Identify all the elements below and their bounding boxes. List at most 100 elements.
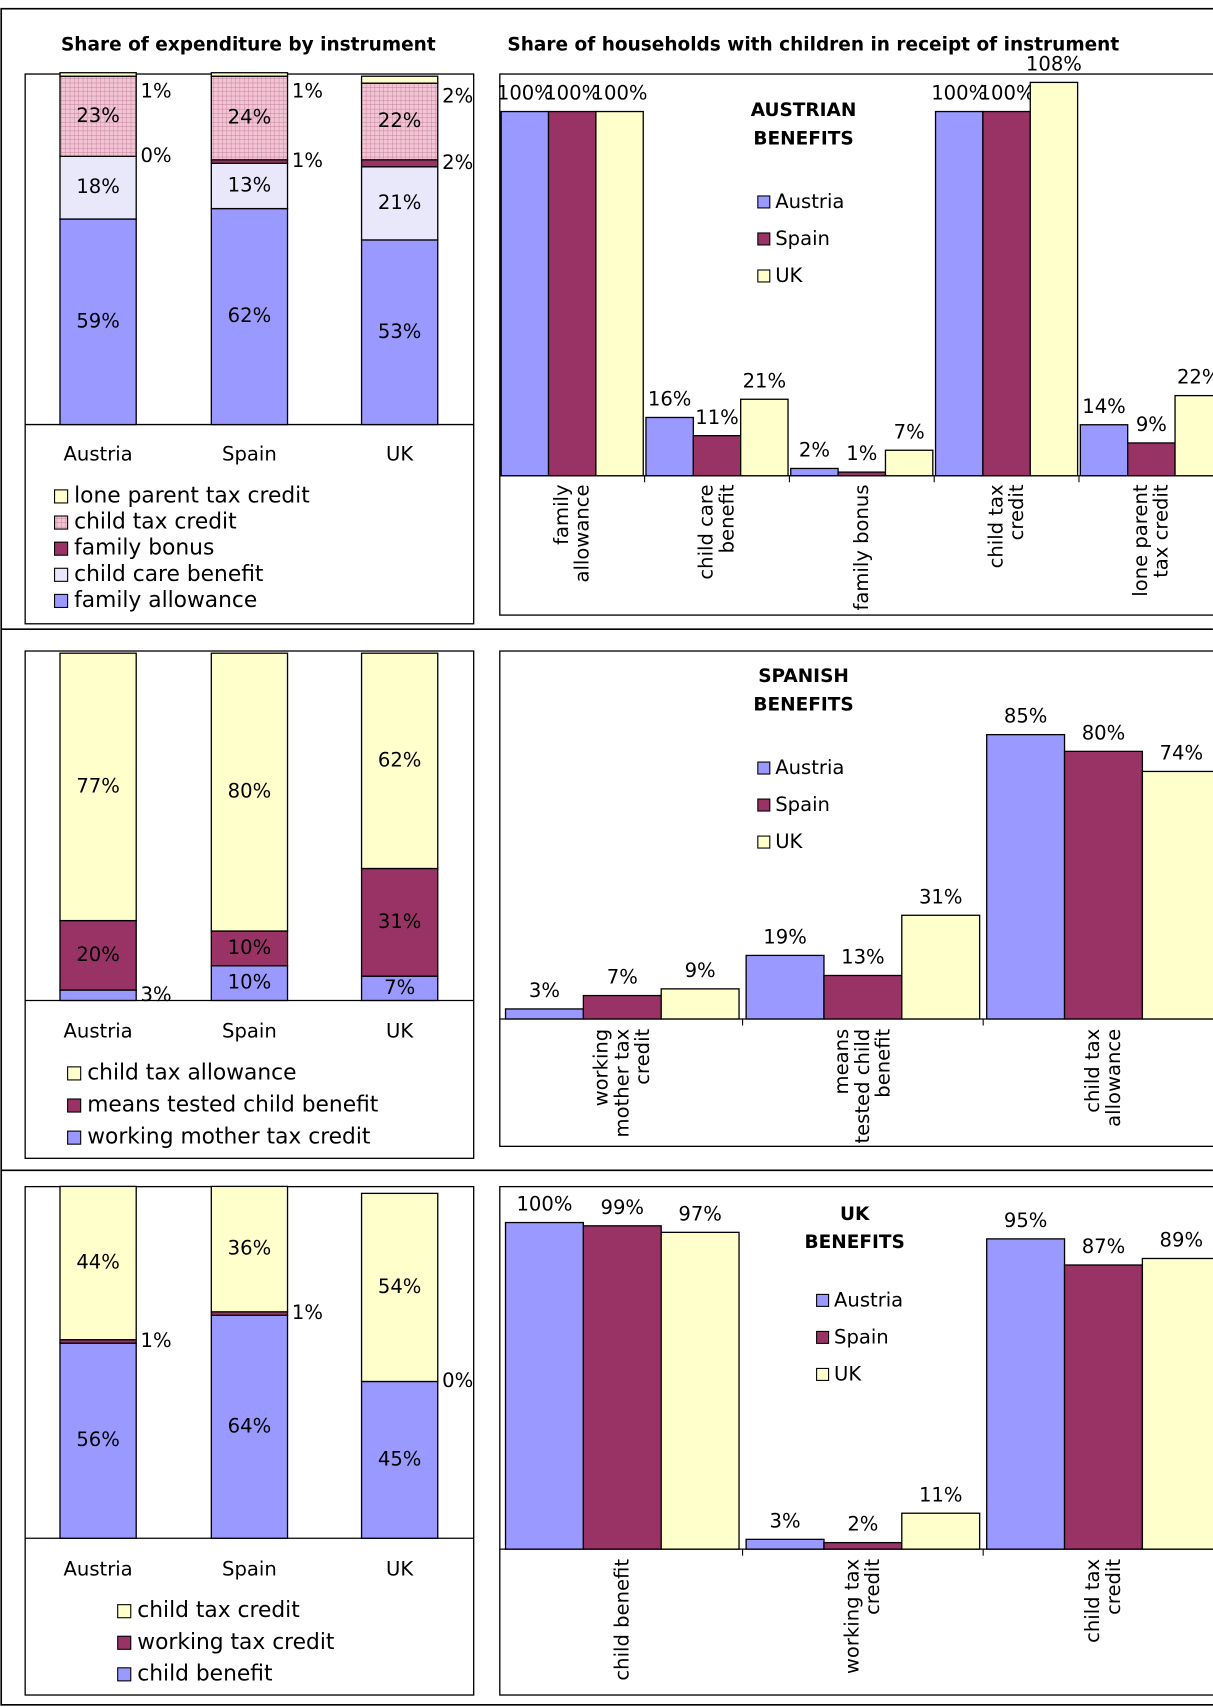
- bar: [500, 110, 550, 477]
- value-label: 2%: [847, 1513, 878, 1536]
- panel-box: [499, 73, 1213, 616]
- legend-swatch: [117, 1667, 132, 1682]
- legend-swatch: [117, 1635, 132, 1650]
- legend-swatch: [816, 1293, 830, 1307]
- bar: [837, 471, 887, 477]
- bar: [504, 1008, 585, 1020]
- value-label: 1%: [846, 442, 877, 465]
- x-tick-label: child carebenefit: [694, 484, 738, 579]
- value-label: 53%: [378, 320, 422, 343]
- bar: [790, 467, 839, 477]
- bar-segment: [360, 159, 439, 168]
- value-label: 23%: [76, 104, 120, 127]
- value-label: 19%: [763, 925, 807, 948]
- value-label: 59%: [76, 309, 120, 332]
- bar-segment: [210, 930, 289, 967]
- legend-label: Austria: [834, 1288, 903, 1311]
- x-tick-label: family bonus: [849, 484, 872, 610]
- legend-swatch: [757, 269, 771, 283]
- value-label: 54%: [378, 1275, 422, 1298]
- value-label: 97%: [678, 1202, 722, 1225]
- legend-swatch: [117, 1604, 132, 1619]
- bar-segment: [360, 166, 439, 241]
- bar: [1141, 770, 1213, 1020]
- x-tick-label: lone parenttax credit: [1129, 484, 1173, 597]
- value-label: 108%: [1026, 52, 1082, 75]
- value-label: 100%: [931, 82, 987, 105]
- value-label: 13%: [228, 173, 272, 196]
- value-label: 100%: [544, 82, 600, 105]
- bar: [986, 1238, 1066, 1550]
- value-label: 3%: [529, 979, 560, 1002]
- bar-segment: [360, 975, 439, 1002]
- value-label: 9%: [685, 959, 716, 982]
- legend-label: child tax credit: [137, 1598, 300, 1623]
- x-tick-label: Spain: [222, 1557, 277, 1580]
- value-label: 11%: [919, 1483, 963, 1506]
- legend-swatch: [67, 1066, 82, 1081]
- bar: [823, 974, 903, 1020]
- chart-title: SPANISH BENEFITS: [753, 666, 853, 715]
- value-label: 11%: [695, 406, 739, 429]
- x-tick-label: workingmother taxcredit: [589, 1028, 653, 1137]
- legend-label: Spain: [775, 227, 830, 250]
- value-label: 89%: [1160, 1229, 1204, 1252]
- bar: [740, 398, 789, 477]
- bar-segment: [210, 1185, 289, 1313]
- panel-header: Share of households with children in rec…: [507, 35, 1119, 56]
- x-tick-label: Spain: [222, 1020, 277, 1043]
- legend-label: Spain: [775, 793, 830, 816]
- legend-label: family allowance: [74, 588, 257, 613]
- panel-box: [24, 650, 475, 1159]
- value-label: 22%: [1177, 366, 1213, 389]
- value-label: 77%: [76, 774, 120, 797]
- bar-segment: [210, 162, 289, 210]
- bar: [934, 110, 984, 477]
- value-label: 100%: [516, 1193, 572, 1216]
- value-label: 1%: [141, 1329, 172, 1352]
- value-label: 56%: [76, 1428, 120, 1451]
- bar: [547, 110, 597, 477]
- bar-segment: [360, 652, 439, 870]
- bar-segment: [360, 82, 439, 161]
- bar-segment: [210, 72, 289, 77]
- bar-segment: [59, 1342, 137, 1539]
- value-label: 1%: [292, 79, 323, 102]
- value-label: 9%: [1136, 413, 1167, 436]
- bar: [745, 954, 825, 1020]
- legend-label: working tax credit: [137, 1630, 335, 1655]
- legend-swatch: [757, 232, 771, 246]
- chart-title: UK BENEFITS: [805, 1204, 905, 1253]
- bar: [1063, 1264, 1144, 1550]
- x-tick-label: child taxallowance: [1081, 1029, 1125, 1127]
- value-label: 14%: [1082, 395, 1126, 418]
- value-label: 18%: [76, 175, 120, 198]
- legend-label: child tax allowance: [87, 1060, 296, 1085]
- legend-label: child care benefit: [74, 562, 264, 587]
- bar: [582, 1225, 662, 1550]
- value-label: 3%: [770, 1509, 801, 1532]
- legend-label: Spain: [834, 1325, 889, 1348]
- value-label: 2%: [442, 151, 473, 174]
- value-label: 10%: [228, 971, 272, 994]
- value-label: 36%: [228, 1237, 272, 1260]
- value-label: 7%: [894, 420, 925, 443]
- value-label: 85%: [1004, 705, 1048, 728]
- value-label: 80%: [228, 780, 272, 803]
- value-label: 44%: [76, 1251, 120, 1274]
- value-label: 24%: [228, 106, 272, 129]
- value-label: 13%: [841, 946, 885, 969]
- bar-segment: [360, 75, 439, 84]
- bar-segment: [210, 1314, 289, 1539]
- bar: [1063, 750, 1144, 1020]
- chart-title: AUSTRIAN BENEFITS: [751, 100, 857, 149]
- bar-segment: [59, 652, 137, 922]
- bar: [901, 1512, 981, 1550]
- x-tick-label: Austria: [64, 1020, 133, 1043]
- legend-swatch: [757, 835, 771, 849]
- legend-swatch: [67, 1098, 82, 1113]
- bar: [660, 1231, 740, 1550]
- legend-label: working mother tax credit: [87, 1125, 371, 1150]
- bar: [745, 1538, 825, 1550]
